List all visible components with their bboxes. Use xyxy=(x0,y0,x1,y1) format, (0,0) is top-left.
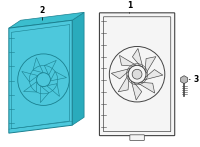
Polygon shape xyxy=(145,57,156,74)
Polygon shape xyxy=(138,82,155,93)
Polygon shape xyxy=(9,12,84,28)
Polygon shape xyxy=(119,55,136,66)
Circle shape xyxy=(37,73,50,87)
Polygon shape xyxy=(72,12,84,125)
Polygon shape xyxy=(118,75,129,92)
FancyBboxPatch shape xyxy=(130,135,144,140)
Polygon shape xyxy=(111,69,130,79)
Polygon shape xyxy=(132,49,143,67)
Text: 3: 3 xyxy=(189,75,198,84)
Text: 2: 2 xyxy=(40,6,45,20)
Circle shape xyxy=(128,65,146,83)
Text: 1: 1 xyxy=(127,1,132,13)
Polygon shape xyxy=(181,76,188,84)
Polygon shape xyxy=(144,70,163,80)
Polygon shape xyxy=(131,81,142,100)
Circle shape xyxy=(132,69,142,79)
FancyBboxPatch shape xyxy=(99,13,175,136)
Polygon shape xyxy=(9,20,72,133)
